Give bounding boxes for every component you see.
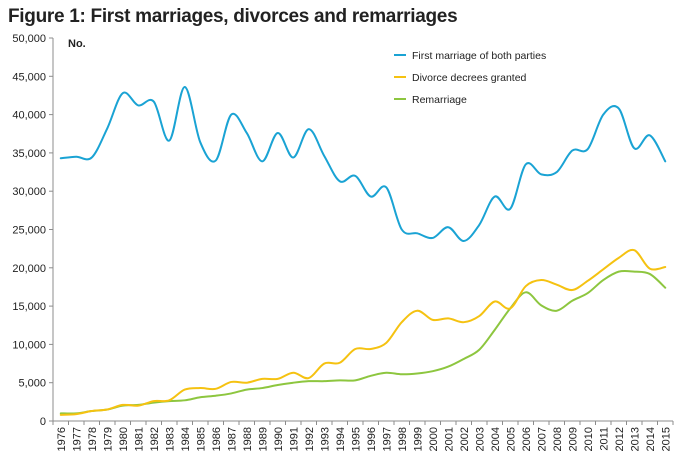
x-tick-label: 2009: [567, 427, 579, 451]
x-tick-label: 1992: [304, 427, 316, 451]
x-tick-label: 1988: [242, 427, 254, 451]
x-tick-label: 1978: [87, 427, 99, 451]
x-tick-label: 2013: [629, 427, 641, 451]
x-tick-label: 1990: [273, 427, 285, 451]
y-tick-label: 5,000: [18, 378, 46, 390]
x-tick-label: 2003: [474, 427, 486, 451]
x-tick-label: 2004: [490, 427, 502, 451]
x-tick-label: 2014: [645, 427, 657, 451]
x-tick-label: 1999: [412, 427, 424, 451]
x-tick-label: 2007: [536, 427, 548, 451]
y-tick-label: 10,000: [12, 339, 46, 351]
x-tick-label: 2005: [505, 427, 517, 451]
x-tick-label: 1985: [195, 427, 207, 451]
x-tick-label: 1977: [71, 427, 83, 451]
x-tick-label: 2002: [459, 427, 471, 451]
y-tick-label: 0: [40, 416, 46, 428]
y-axis-unit-label: No.: [68, 38, 86, 50]
y-tick-label: 25,000: [12, 225, 46, 237]
remarriage-series-line: [59, 269, 667, 415]
divorce-series-line: [59, 248, 667, 416]
y-tick-label: 40,000: [12, 110, 46, 122]
x-tick-label: 2012: [614, 427, 626, 451]
y-tick-label: 30,000: [12, 186, 46, 198]
chart-title: Figure 1: First marriages, divorces and …: [8, 6, 458, 27]
y-tick-label: 15,000: [12, 301, 46, 313]
x-tick-label: 1981: [133, 427, 145, 451]
x-tick-label: 1976: [56, 427, 68, 451]
y-tick-label: 35,000: [12, 148, 46, 160]
x-tick-label: 2000: [428, 427, 440, 451]
x-tick-label: 2006: [521, 427, 533, 451]
first-marriage-series-line: [59, 86, 667, 242]
x-tick-label: 1987: [226, 427, 238, 451]
x-tick-label: 1995: [350, 427, 362, 451]
legend-item-remarriage-label: Remarriage: [412, 94, 467, 106]
legend-item-first-marriage-label: First marriage of both parties: [412, 50, 546, 62]
x-tick-label: 1998: [397, 427, 409, 451]
x-tick-label: 1986: [211, 427, 223, 451]
x-tick-label: 2011: [598, 427, 610, 451]
y-tick-label: 20,000: [12, 263, 46, 275]
x-tick-label: 1983: [164, 427, 176, 451]
x-tick-label: 1996: [366, 427, 378, 451]
x-tick-label: 1993: [319, 427, 331, 451]
x-tick-label: 1991: [288, 427, 300, 451]
x-tick-label: 1979: [102, 427, 114, 451]
x-tick-label: 1997: [381, 427, 393, 451]
x-tick-label: 1984: [180, 427, 192, 451]
y-tick-label: 45,000: [12, 71, 46, 83]
y-tick-label: 50,000: [12, 33, 46, 45]
x-tick-label: 2001: [443, 427, 455, 451]
x-tick-label: 1980: [118, 427, 130, 451]
x-tick-label: 1989: [257, 427, 269, 451]
x-tick-label: 2008: [552, 427, 564, 451]
x-tick-label: 2015: [660, 427, 672, 451]
x-tick-label: 1982: [149, 427, 161, 451]
x-tick-label: 2010: [583, 427, 595, 451]
x-tick-label: 1994: [335, 427, 347, 451]
legend-item-divorce-label: Divorce decrees granted: [412, 72, 527, 84]
